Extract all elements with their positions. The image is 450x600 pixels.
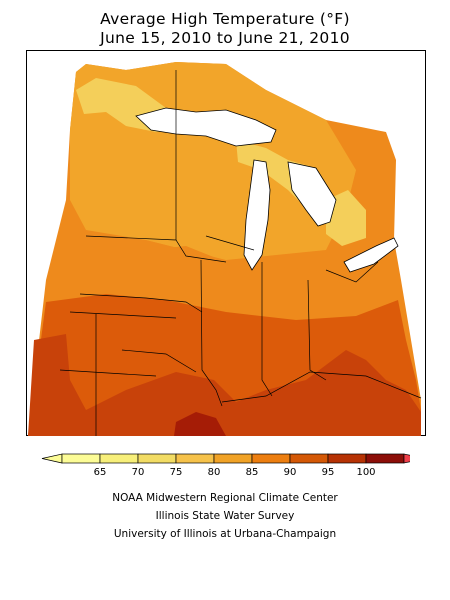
legend-bar xyxy=(41,453,410,464)
temperature-contours xyxy=(28,62,421,436)
legend-swatch xyxy=(137,453,177,464)
legend-tick-label: 65 xyxy=(94,467,107,478)
legend-tick-label: 80 xyxy=(208,467,221,478)
credit-line-3: University of Illinois at Urbana-Champai… xyxy=(113,528,337,540)
map-date-range: June 15, 2010 to June 21, 2010 xyxy=(100,29,350,47)
lake-michigan xyxy=(243,159,271,271)
legend-tick-label: 100 xyxy=(356,467,375,478)
legend-low-arrow xyxy=(41,453,63,464)
legend-swatch xyxy=(99,453,139,464)
temperature-map xyxy=(26,50,426,436)
great-lakes xyxy=(135,107,399,273)
legend-swatch xyxy=(251,453,291,464)
zone-100-plus xyxy=(174,412,226,436)
lake-erie xyxy=(343,237,399,273)
color-legend: 65 70 75 80 85 90 95 100 xyxy=(41,453,410,478)
credit-line-1: NOAA Midwestern Regional Climate Center xyxy=(112,492,338,504)
legend-swatch xyxy=(175,453,215,464)
legend-swatch xyxy=(365,453,405,464)
legend-tick-label: 70 xyxy=(132,467,145,478)
lake-huron xyxy=(287,161,337,227)
zone-75-80-ohio xyxy=(326,190,366,246)
legend-high-arrow xyxy=(403,453,410,464)
legend-swatch xyxy=(213,453,253,464)
map-title: Average High Temperature (°F) xyxy=(100,10,350,28)
lake-superior xyxy=(135,107,277,147)
legend-swatch xyxy=(61,453,101,464)
zone-95-100-south xyxy=(28,334,421,436)
legend-tick-label: 95 xyxy=(322,467,335,478)
credit-line-2: Illinois State Water Survey xyxy=(155,510,295,522)
state-borders xyxy=(59,70,422,436)
legend-tick-label: 75 xyxy=(170,467,183,478)
legend-labels: 65 70 75 80 85 90 95 100 xyxy=(94,467,376,478)
legend-tick-label: 85 xyxy=(246,467,259,478)
legend-swatch xyxy=(289,453,329,464)
legend-tick-label: 90 xyxy=(284,467,297,478)
legend-swatch xyxy=(327,453,367,464)
